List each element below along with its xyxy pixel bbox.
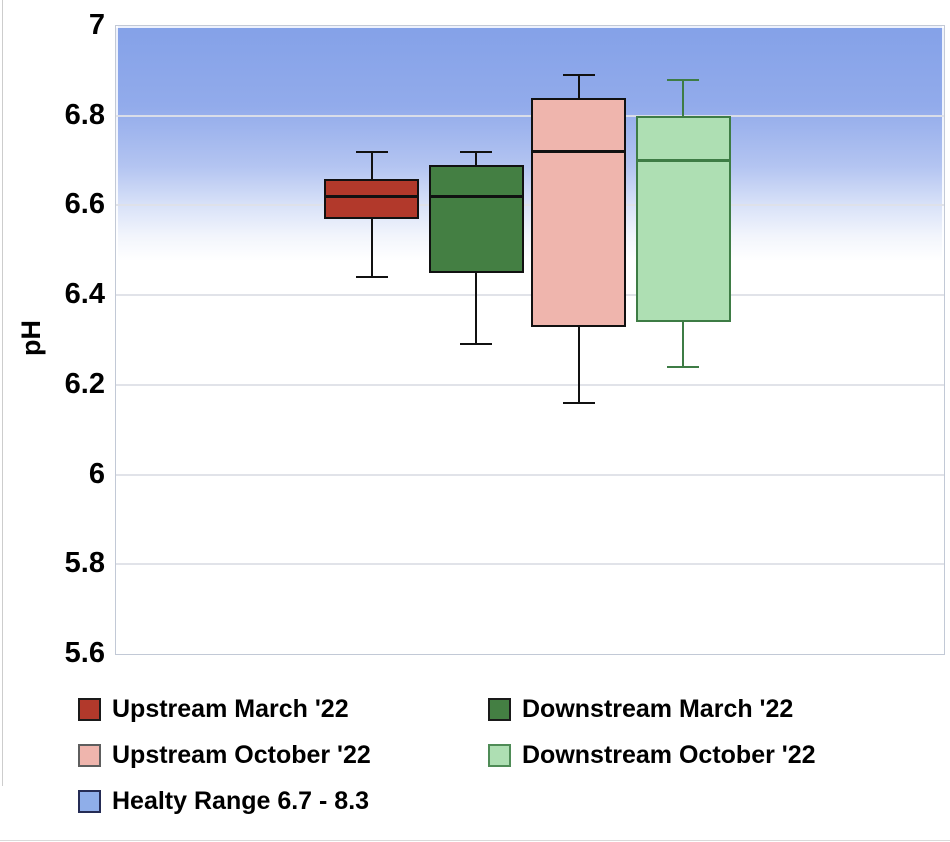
y-tick-label: 6.8	[64, 98, 105, 131]
boxplot-whisker-cap	[667, 365, 700, 368]
y-axis-title: pH	[16, 320, 46, 356]
boxplot-whisker	[370, 218, 373, 278]
legend-swatch	[488, 697, 511, 721]
boxplot-whisker	[370, 151, 373, 179]
gridline	[116, 294, 944, 297]
gridline	[116, 114, 944, 117]
boxplot-whisker	[577, 75, 580, 98]
boxplot-box	[531, 97, 627, 327]
boxplot-whisker	[577, 326, 580, 403]
legend-item: Upstream March '22	[78, 692, 488, 726]
legend-label: Upstream March '22	[112, 694, 349, 723]
legend-swatch	[78, 697, 101, 721]
boxplot-whisker-cap	[355, 276, 388, 279]
y-tick-label: 5.6	[64, 637, 105, 669]
boxplot-box	[635, 115, 731, 323]
boxplot-whisker-cap	[460, 343, 493, 346]
gridline	[116, 563, 944, 566]
boxplot-box	[324, 178, 420, 219]
boxplot-median	[635, 159, 731, 163]
legend-item: Upstream October '22	[78, 738, 488, 772]
legend-label: Downstream October '22	[522, 740, 816, 769]
y-tick-label: 6.2	[64, 367, 105, 400]
legend-item: Downstream March '22	[488, 692, 816, 726]
legend-label: Healty Range 6.7 - 8.3	[112, 786, 370, 815]
boxplot-whisker-cap	[667, 78, 700, 81]
legend-swatch	[488, 743, 511, 767]
plot-area	[115, 25, 945, 655]
y-tick-label: 7	[88, 9, 105, 41]
gridline	[116, 204, 944, 207]
legend-swatch	[78, 743, 101, 767]
boxplot-whisker-cap	[460, 150, 493, 153]
legend-label: Upstream October '22	[112, 740, 371, 769]
screenshot-left-edge-line	[2, 0, 3, 786]
legend: Upstream March '22 Downstream March '22 Up…	[78, 692, 816, 818]
boxplot-whisker-cap	[355, 150, 388, 153]
y-tick-label: 6.4	[64, 278, 105, 311]
boxplot-whisker	[682, 322, 685, 367]
y-tick-label: 6	[88, 457, 105, 490]
boxplot-box	[428, 165, 524, 273]
legend-label: Downstream March '22	[522, 694, 794, 723]
gridline	[116, 383, 944, 386]
healthy-range-band	[116, 26, 944, 654]
gridline	[116, 473, 944, 476]
y-tick-label: 5.8	[64, 547, 105, 580]
boxplot-whisker	[682, 79, 685, 116]
boxplot-median	[324, 194, 420, 198]
y-tick-label: 6.6	[64, 188, 105, 221]
legend-item: Downstream October '22	[488, 738, 816, 772]
legend-swatch	[78, 789, 101, 813]
screenshot-bottom-edge-line	[0, 840, 950, 841]
boxplot-whisker	[475, 151, 478, 166]
boxplot-whisker-cap	[562, 74, 595, 77]
boxplot-median	[531, 150, 627, 154]
boxplot-whisker-cap	[562, 401, 595, 404]
boxplot-median	[428, 194, 524, 198]
legend-item: Healty Range 6.7 - 8.3	[78, 784, 488, 818]
boxplot-whisker	[475, 272, 478, 345]
